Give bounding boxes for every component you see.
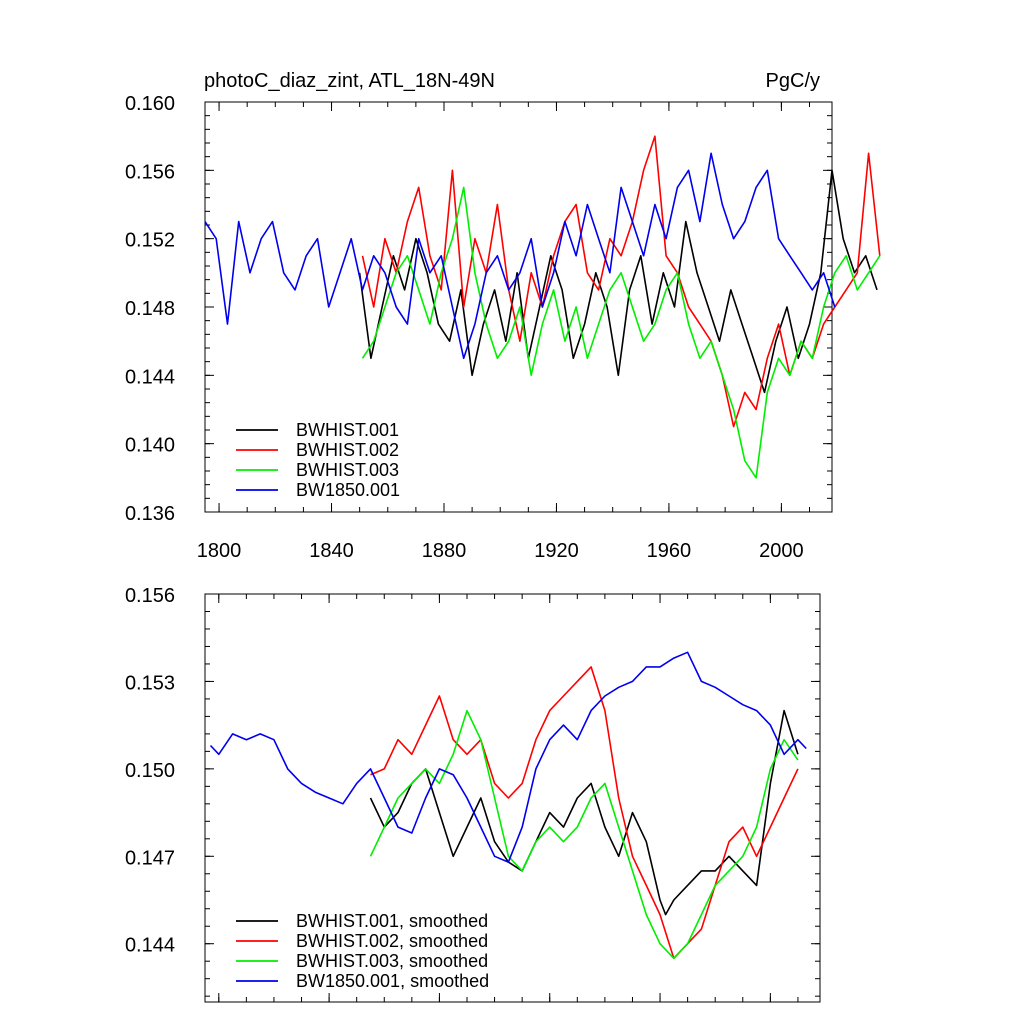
legend-label: BWHIST.002, smoothed — [296, 931, 488, 951]
legend-label: BW1850.001, smoothed — [296, 971, 489, 991]
series-line-1 — [358, 169, 878, 394]
units-label: PgC/y — [766, 70, 820, 92]
series-line-4 — [204, 152, 836, 360]
y-tick-label: 0.153 — [125, 672, 175, 694]
y-tick-label: 0.144 — [125, 935, 175, 957]
y-tick-label: 0.148 — [125, 298, 175, 320]
y-tick-label: 0.136 — [125, 503, 175, 525]
x-tick-label: 1800 — [197, 540, 242, 562]
y-tick-label: 0.150 — [125, 760, 175, 782]
x-tick-label: 2000 — [759, 540, 804, 562]
x-tick-label: 1880 — [422, 540, 467, 562]
series-line-4 — [209, 651, 807, 863]
y-tick-label: 0.140 — [125, 435, 175, 457]
x-tick-label: 1960 — [647, 540, 692, 562]
legend-label: BWHIST.003 — [296, 460, 399, 480]
legend-label: BWHIST.003, smoothed — [296, 951, 488, 971]
legend-label: BWHIST.002 — [296, 440, 399, 460]
series-line-2 — [370, 666, 799, 960]
chart-title: photoC_diaz_zint, ATL_18N-49N — [204, 70, 495, 92]
y-tick-label: 0.156 — [125, 161, 175, 183]
legend-label: BWHIST.001, smoothed — [296, 911, 488, 931]
y-tick-label: 0.152 — [125, 230, 175, 252]
y-tick-label: 0.156 — [125, 585, 175, 607]
legend-label: BWHIST.001 — [296, 420, 399, 440]
y-tick-label: 0.160 — [125, 93, 175, 115]
legend-label: BW1850.001 — [296, 480, 400, 500]
bottom-panel: 0.144 0.147 0.150 0.153 0.156 BWHIST.001, smo… — [125, 585, 821, 1003]
series-line-1 — [369, 709, 799, 916]
y-tick-label: 0.144 — [125, 366, 175, 388]
series-line-3 — [361, 186, 881, 479]
x-tick-label: 1840 — [309, 540, 354, 562]
x-tick-label: 1920 — [534, 540, 579, 562]
top-panel: 0.136 0.140 0.144 0.148 0.152 0.156 0.160 1800 1… — [125, 70, 881, 562]
series-line-3 — [369, 709, 799, 960]
plot-frame — [204, 593, 821, 1003]
y-tick-label: 0.147 — [125, 847, 175, 869]
